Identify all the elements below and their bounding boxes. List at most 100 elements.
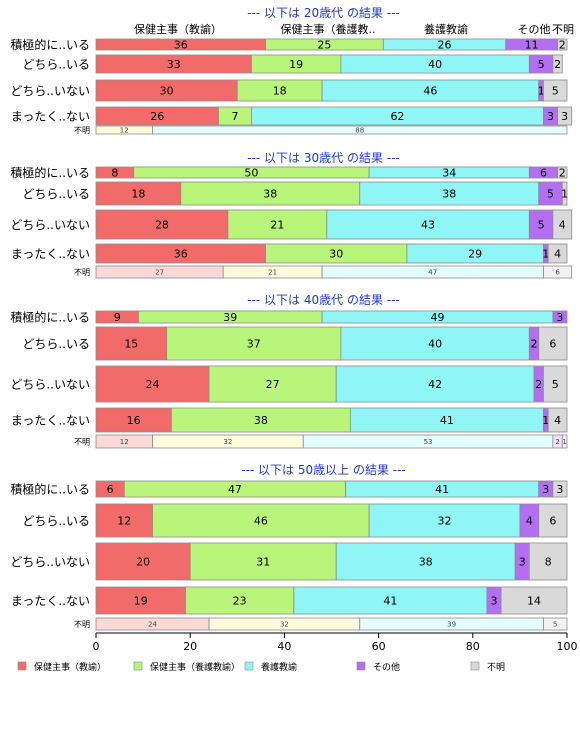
bar-segment (557, 106, 573, 126)
data-label: 46 (254, 515, 268, 528)
data-label: 19 (134, 595, 148, 608)
data-label: 1 (562, 438, 566, 446)
panel-title: --- 以下は 30歳代 の結果 --- (247, 151, 400, 165)
data-label: 31 (256, 556, 270, 569)
row-label: どちら..いない (10, 218, 90, 232)
data-label: 4 (559, 219, 566, 232)
bar-segment (547, 407, 568, 433)
data-label: 1 (542, 414, 549, 427)
bar-segment (557, 166, 568, 179)
data-label: 26 (150, 110, 164, 123)
bar-segment (95, 542, 191, 581)
bar-segment (552, 480, 568, 498)
data-label: 29 (468, 248, 482, 261)
bar-segment (189, 542, 337, 581)
row-label: どちら..いない (10, 84, 90, 98)
data-label: 49 (430, 311, 444, 324)
x-tick-label: 100 (557, 640, 578, 653)
data-label: 32 (223, 438, 232, 446)
data-label: 2 (555, 438, 559, 446)
data-label: 15 (124, 338, 138, 351)
unknown-row-label: 不明 (74, 268, 90, 277)
row-label: どちら..いる (22, 187, 90, 201)
data-label: 37 (247, 338, 261, 351)
row-label: まったく..ない (11, 414, 90, 428)
data-label: 26 (438, 39, 452, 52)
data-label: 8 (111, 167, 118, 180)
row-label: 積極的に..いる (10, 37, 90, 52)
bar-segment (368, 503, 521, 538)
data-label: 2 (531, 338, 538, 351)
legend-label: 保健主事（教諭） (34, 661, 106, 673)
data-label: 3 (542, 483, 549, 496)
data-label: 3 (556, 483, 563, 496)
bar-segment (552, 54, 563, 74)
x-tick-label: 0 (93, 640, 100, 653)
bar-segment (95, 407, 172, 433)
data-label: 2 (559, 39, 566, 52)
data-label: 25 (317, 39, 331, 52)
data-label: 33 (167, 58, 181, 71)
row-label: 積極的に..いる (10, 482, 90, 497)
bar-segment (500, 586, 568, 615)
bar-segment (95, 586, 186, 615)
unknown-row-label: 不明 (74, 620, 90, 629)
row-label: 積極的に..いる (10, 165, 90, 180)
data-label: 5 (538, 58, 545, 71)
column-header: 養護教諭 (424, 22, 468, 36)
legend-label: 不明 (487, 662, 505, 673)
data-label: 1 (538, 85, 545, 98)
bar-segment (552, 209, 573, 240)
data-label: 24 (146, 378, 160, 391)
bar-segment (340, 326, 530, 361)
column-header: その他 (518, 23, 551, 36)
data-label: 42 (428, 378, 442, 391)
data-label: 5 (547, 188, 554, 201)
legend-label: 養護教諭 (261, 661, 297, 673)
unknown-row-label: 不明 (74, 438, 90, 447)
data-label: 6 (549, 515, 556, 528)
unknown-bar-segment (152, 125, 568, 135)
data-label: 18 (131, 188, 145, 201)
x-tick-label: 80 (466, 640, 480, 653)
data-label: 21 (268, 269, 277, 277)
data-label: 12 (120, 438, 129, 446)
data-label: 12 (117, 515, 131, 528)
data-label: 40 (428, 338, 442, 351)
bar-segment (185, 586, 295, 615)
data-label: 32 (438, 515, 452, 528)
data-label: 3 (561, 110, 568, 123)
data-label: 41 (440, 414, 454, 427)
bar-segment (293, 586, 488, 615)
data-label: 6 (540, 167, 547, 180)
bar-segment (538, 503, 568, 538)
data-label: 18 (273, 85, 287, 98)
bar-segment (543, 79, 568, 102)
data-label: 47 (428, 269, 437, 277)
bar-segment (208, 365, 337, 403)
data-label: 24 (148, 621, 157, 629)
data-label: 38 (442, 188, 456, 201)
data-label: 11 (525, 39, 539, 52)
data-label: 6 (555, 269, 560, 277)
column-header: 保健主事（養護教.. (281, 22, 376, 36)
bar-segment (95, 365, 210, 403)
x-tick-label: 20 (183, 640, 197, 653)
data-label: 3 (547, 110, 554, 123)
data-label: 14 (527, 595, 541, 608)
data-label: 8 (545, 556, 552, 569)
data-label: 6 (107, 483, 114, 496)
data-label: 23 (233, 595, 247, 608)
legend-swatch (244, 661, 254, 671)
row-label: どちら..いる (22, 58, 90, 72)
data-label: 7 (231, 110, 238, 123)
data-label: 46 (423, 85, 437, 98)
legend-swatch (133, 661, 143, 671)
data-label: 27 (266, 378, 280, 391)
unknown-bar-segment (543, 617, 568, 631)
row-label: どちら..いない (10, 555, 90, 569)
data-label: 2 (559, 167, 566, 180)
data-label: 47 (228, 483, 242, 496)
data-label: 62 (390, 110, 404, 123)
data-label: 5 (552, 378, 559, 391)
